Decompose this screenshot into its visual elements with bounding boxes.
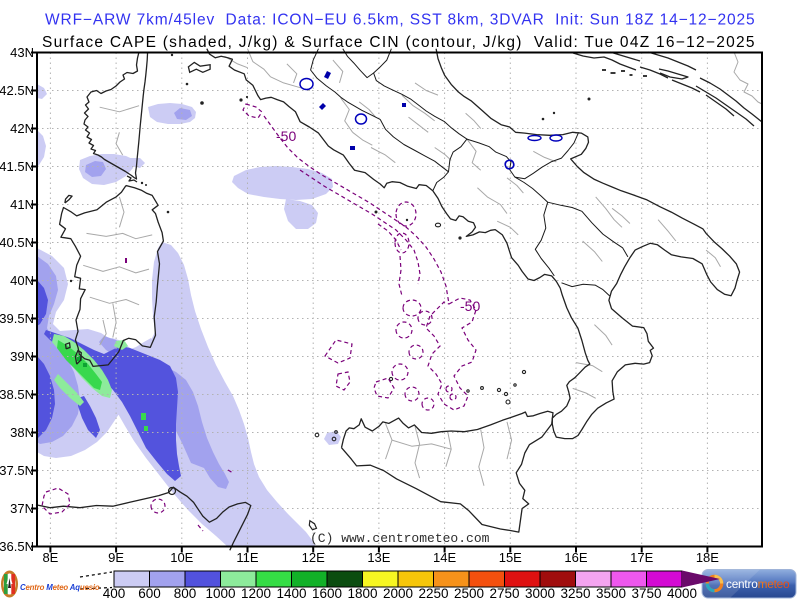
svg-text:38N: 38N <box>10 425 34 440</box>
svg-text:41N: 41N <box>10 197 34 212</box>
svg-text:800: 800 <box>174 586 197 600</box>
svg-text:39N: 39N <box>10 349 34 364</box>
svg-text:18E: 18E <box>696 550 719 565</box>
svg-text:39.5N: 39.5N <box>0 311 34 326</box>
svg-text:42.5N: 42.5N <box>0 83 34 98</box>
svg-text:41.5N: 41.5N <box>0 159 34 174</box>
svg-text:3500: 3500 <box>596 586 626 600</box>
svg-text:Centro Meteo Aquesio: Centro Meteo Aquesio <box>20 583 100 592</box>
svg-text:16E: 16E <box>564 550 587 565</box>
svg-text:3250: 3250 <box>560 586 590 600</box>
svg-text:43N: 43N <box>10 45 34 60</box>
svg-text:10E: 10E <box>170 550 193 565</box>
svg-text:37.5N: 37.5N <box>0 463 34 478</box>
svg-text:40N: 40N <box>10 273 34 288</box>
svg-text:2250: 2250 <box>418 586 448 600</box>
svg-text:38.5N: 38.5N <box>0 387 34 402</box>
svg-text:centrometeo: centrometeo <box>726 577 790 591</box>
svg-text:3000: 3000 <box>525 586 555 600</box>
svg-text:4000: 4000 <box>667 586 697 600</box>
svg-text:1200: 1200 <box>241 586 271 600</box>
svg-text:1400: 1400 <box>276 586 306 600</box>
svg-text:11E: 11E <box>236 550 258 565</box>
svg-text:Surface CAPE (shaded, J/kg) &: Surface CAPE (shaded, J/kg) & Surface CI… <box>42 34 756 51</box>
svg-text:-50: -50 <box>276 128 296 144</box>
svg-text:36.5N: 36.5N <box>0 539 34 554</box>
svg-text:2750: 2750 <box>489 586 519 600</box>
svg-text:12E: 12E <box>302 550 325 565</box>
svg-text:42N: 42N <box>10 121 34 136</box>
svg-text:37N: 37N <box>10 501 34 516</box>
svg-text:3750: 3750 <box>631 586 661 600</box>
svg-text:9E: 9E <box>108 550 124 565</box>
svg-text:(C) www.centrometeo.com: (C) www.centrometeo.com <box>310 531 490 546</box>
svg-text:400: 400 <box>103 586 126 600</box>
svg-text:15E: 15E <box>499 550 522 565</box>
svg-text:40.5N: 40.5N <box>0 235 34 250</box>
svg-text:1000: 1000 <box>205 586 235 600</box>
svg-text:-50: -50 <box>460 298 480 314</box>
svg-text:1600: 1600 <box>312 586 342 600</box>
svg-text:2500: 2500 <box>454 586 484 600</box>
svg-text:600: 600 <box>138 586 161 600</box>
svg-text:1800: 1800 <box>347 586 377 600</box>
svg-text:13E: 13E <box>367 550 390 565</box>
svg-text:17E: 17E <box>630 550 653 565</box>
svg-text:2000: 2000 <box>383 586 413 600</box>
svg-text:8E: 8E <box>42 550 58 565</box>
svg-text:14E: 14E <box>433 550 456 565</box>
svg-text:WRF−ARW 7km/45lev Data: ICON−: WRF−ARW 7km/45lev Data: ICON−EU 6.5km, S… <box>45 12 755 29</box>
